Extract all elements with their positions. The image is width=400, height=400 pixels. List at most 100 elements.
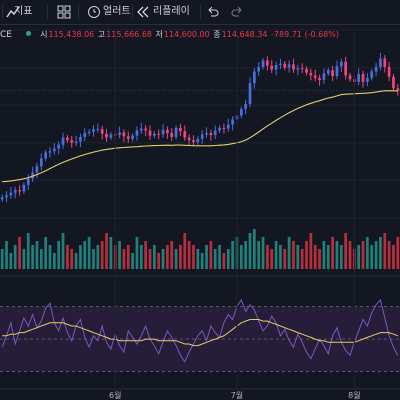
candle-body	[105, 133, 108, 138]
candle-body	[53, 148, 56, 152]
open-value: 115,438.06	[48, 30, 95, 39]
candle-body	[200, 134, 204, 139]
undo-icon[interactable]	[206, 5, 220, 19]
candle-body	[131, 135, 134, 139]
candle-body	[13, 190, 17, 193]
volume-bar	[370, 245, 374, 269]
volume-bar	[9, 253, 13, 269]
candle-body	[253, 71, 256, 84]
candle-body	[139, 128, 143, 131]
redo-icon[interactable]	[230, 5, 244, 19]
candle-body	[335, 66, 339, 77]
candle-body	[170, 133, 174, 137]
ohlc-legend: CE 시115,438.06 고115,666.68 저114,600.00 종…	[0, 28, 340, 42]
indicators-icon[interactable]	[6, 5, 20, 19]
alert-button[interactable]: 얼러트	[103, 6, 131, 17]
rsi-line	[1, 298, 399, 363]
market-status-dot	[25, 31, 31, 36]
low-value: 114,600.00	[163, 30, 210, 39]
low-label: 저	[155, 30, 163, 39]
candle-body	[61, 137, 65, 145]
volume-bar	[357, 245, 361, 269]
candle-body	[83, 133, 87, 137]
volume-bar	[274, 241, 278, 269]
volume-bar	[218, 245, 221, 269]
candle-body	[35, 166, 39, 173]
candle-body	[313, 75, 317, 78]
replay-button[interactable]: 리플레이	[153, 6, 190, 17]
candle-body	[126, 136, 130, 139]
volume-bar	[87, 237, 91, 269]
candle-body	[174, 127, 178, 137]
volume-bar	[100, 241, 104, 269]
candle-body	[292, 64, 295, 70]
candle-body	[109, 134, 113, 138]
volume-bar	[396, 237, 400, 269]
candle-body	[383, 58, 387, 67]
moving-average-line	[2, 90, 398, 183]
volume-bar	[248, 233, 252, 269]
candle-body	[187, 137, 191, 141]
volume-bar	[5, 241, 8, 269]
volume-bar	[148, 249, 152, 269]
close-value: 114,648.34	[221, 30, 268, 39]
candle-body	[209, 133, 213, 136]
candle-body	[70, 140, 74, 143]
volume-bar	[239, 245, 243, 269]
volume-bar	[166, 245, 169, 269]
layout-grid-icon[interactable]	[57, 5, 71, 19]
volume-bar	[205, 245, 208, 269]
volume-bar	[318, 249, 321, 269]
symbol-name[interactable]: CE	[0, 30, 12, 40]
candle-body	[9, 192, 13, 196]
candle-body	[344, 61, 347, 76]
candle-body	[296, 68, 300, 70]
candle-body	[326, 70, 330, 74]
candle-body	[370, 71, 374, 78]
rsi-pane[interactable]	[0, 275, 400, 372]
candle-body	[300, 68, 304, 70]
candle-body	[374, 66, 378, 72]
volume-bar	[57, 241, 61, 269]
volume-bar	[392, 245, 395, 269]
volume-bar	[209, 241, 213, 269]
candle-body	[357, 74, 361, 82]
volume-bar	[131, 253, 134, 269]
price-pane[interactable]	[0, 29, 400, 219]
volume-bar	[335, 241, 339, 269]
candle-body	[379, 58, 382, 67]
candle-body	[183, 131, 187, 138]
volume-bar	[283, 249, 287, 269]
candle-body	[100, 129, 104, 134]
volume-bar	[292, 241, 295, 269]
candle-body	[279, 63, 282, 66]
volume-bar	[105, 233, 108, 269]
candle-body	[318, 77, 321, 80]
volume-bar	[266, 245, 269, 269]
volume-bar	[61, 233, 65, 269]
volume-bar	[226, 249, 230, 269]
volume-bar	[44, 237, 47, 269]
candle-body	[44, 152, 47, 159]
replay-icon[interactable]	[136, 5, 150, 19]
candle-body	[31, 172, 34, 179]
indicators-button[interactable]: 지표	[14, 6, 33, 17]
volume-bar	[118, 241, 121, 269]
x-tick-label: 7월	[231, 390, 243, 400]
candle-body	[305, 68, 308, 73]
volume-bar	[187, 241, 191, 269]
volume-bar	[244, 241, 247, 269]
candle-body	[331, 70, 334, 77]
volume-bar	[135, 237, 139, 269]
alert-clock-icon[interactable]	[87, 5, 101, 19]
candle-body	[244, 103, 247, 110]
volume-bar	[22, 249, 26, 269]
volume-bar	[157, 253, 161, 269]
candle-body	[392, 76, 395, 89]
candle-body	[192, 140, 195, 143]
change-value: -789.71 (-0.68%)	[271, 30, 339, 39]
rsi-ma-line	[2, 319, 398, 347]
candle-body	[226, 124, 230, 129]
volume-bar	[361, 241, 365, 269]
volume-bar	[74, 253, 78, 269]
